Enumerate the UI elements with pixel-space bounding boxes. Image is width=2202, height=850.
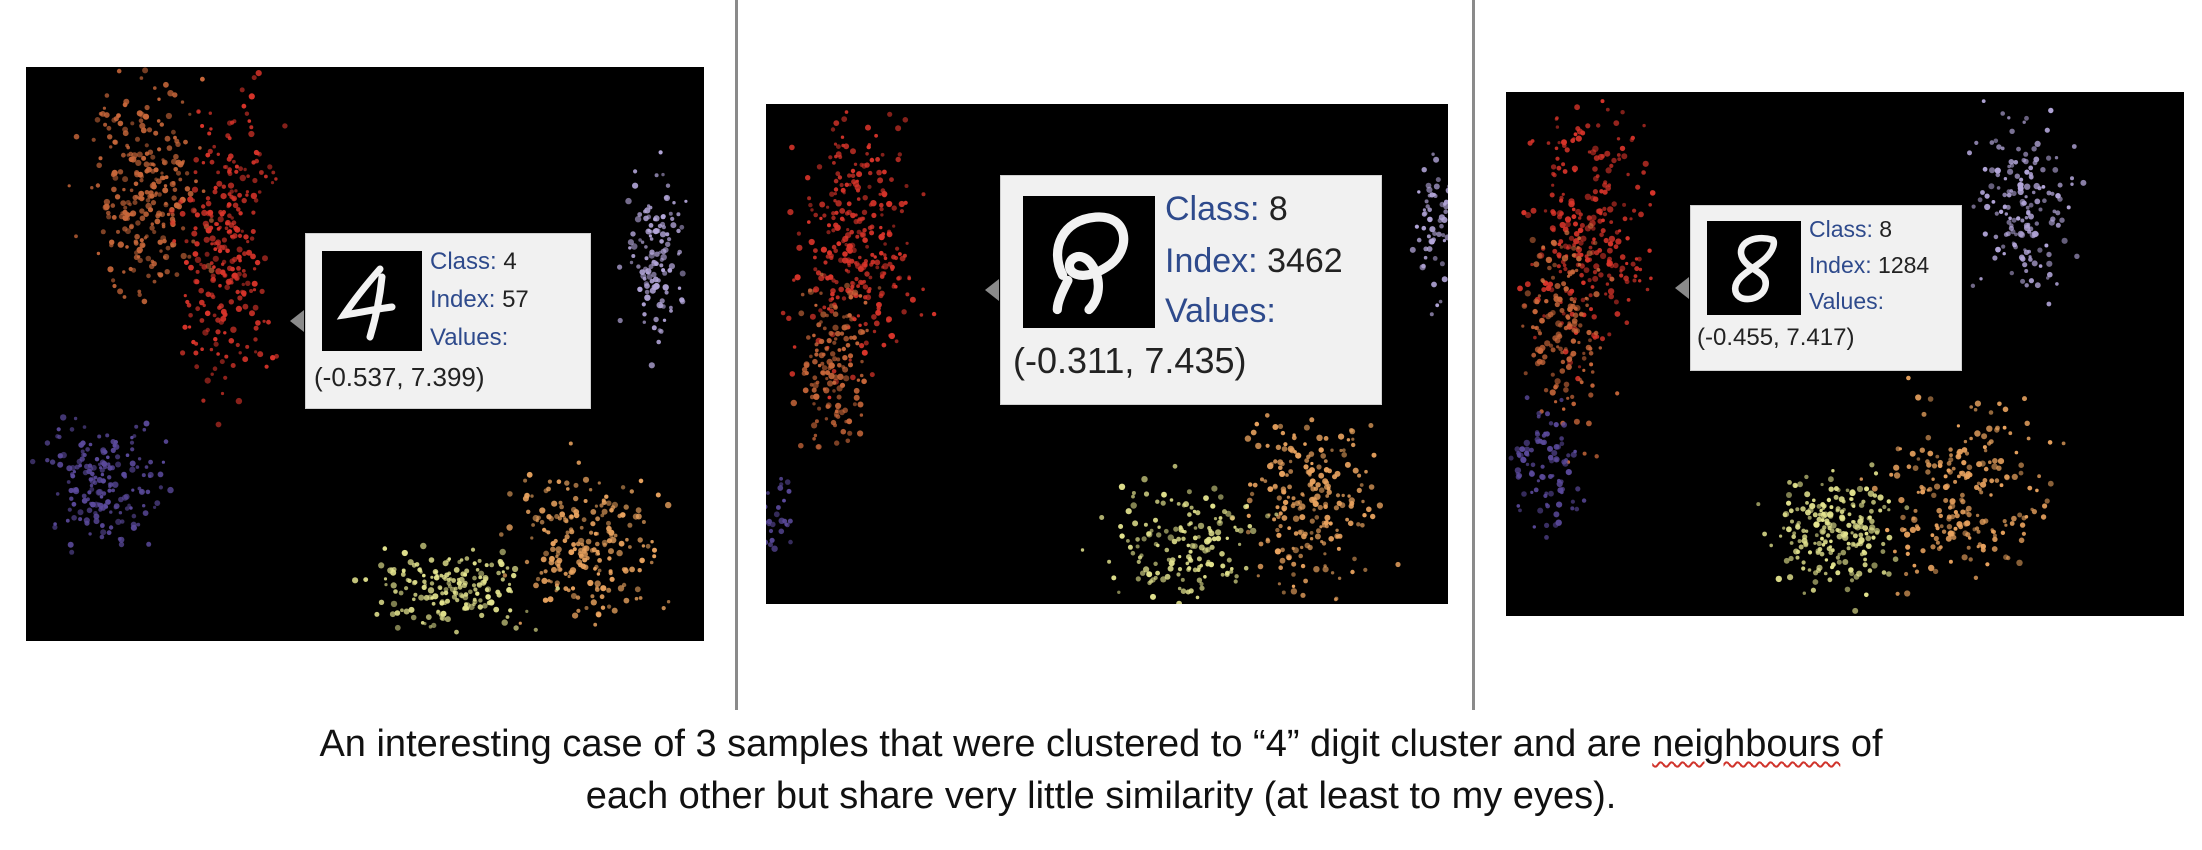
- tooltip-pointer-1: [290, 310, 304, 332]
- caption-line-1-end: of: [1840, 723, 1883, 765]
- coords-value: (-0.455, 7.417): [1697, 324, 1855, 351]
- sample-tooltip-2: Class: 8 Index: 3462 Values: (-0.311, 7.…: [985, 175, 1382, 405]
- scatter-points-3: [1508, 99, 2087, 614]
- sample-tooltip-1: Class: 4 Index: 57 Values: (-0.537, 7.39…: [290, 233, 591, 409]
- tooltip-pointer-3: [1675, 277, 1689, 299]
- class-value: 4: [503, 248, 517, 275]
- index-label: Index:: [430, 286, 496, 313]
- index-label: Index:: [1165, 242, 1258, 280]
- digit-thumbnail-1: [322, 251, 422, 351]
- index-label: Index:: [1809, 252, 1872, 278]
- digit-thumbnail-3: [1707, 221, 1801, 315]
- class-value: 8: [1268, 190, 1288, 228]
- figure-caption: An interesting case of 3 samples that we…: [0, 718, 2202, 822]
- tooltip-pointer-2: [985, 279, 999, 301]
- index-value: 3462: [1267, 242, 1343, 280]
- caption-line-1: An interesting case of 3 samples that we…: [0, 718, 2202, 770]
- scatter-panel-1[interactable]: [26, 67, 704, 641]
- coords-value: (-0.537, 7.399): [314, 362, 485, 392]
- divider-2: [1472, 0, 1475, 710]
- caption-line-1-start: An interesting case of 3 samples that we…: [319, 723, 1653, 765]
- divider-1: [735, 0, 738, 710]
- scatter-points-1: [30, 67, 688, 635]
- coords-value: (-0.311, 7.435): [1013, 340, 1247, 381]
- scatter-points-2: [766, 110, 1448, 604]
- class-label: Class:: [1165, 190, 1260, 228]
- spellcheck-flagged-word[interactable]: neighbours: [1652, 723, 1841, 765]
- class-value: 8: [1879, 216, 1893, 242]
- sample-tooltip-3: Class: 8 Index: 1284 Values: (-0.455, 7.…: [1675, 205, 1962, 371]
- class-label: Class:: [1809, 216, 1873, 242]
- index-value: 1284: [1878, 252, 1930, 278]
- class-label: Class:: [430, 248, 497, 275]
- values-label: Values:: [1809, 288, 1885, 314]
- digit-thumbnail-2: [1023, 196, 1155, 328]
- index-value: 57: [502, 286, 529, 313]
- caption-line-2: each other but share very little similar…: [585, 775, 1617, 817]
- values-label: Values:: [430, 324, 509, 351]
- values-label: Values:: [1165, 292, 1276, 330]
